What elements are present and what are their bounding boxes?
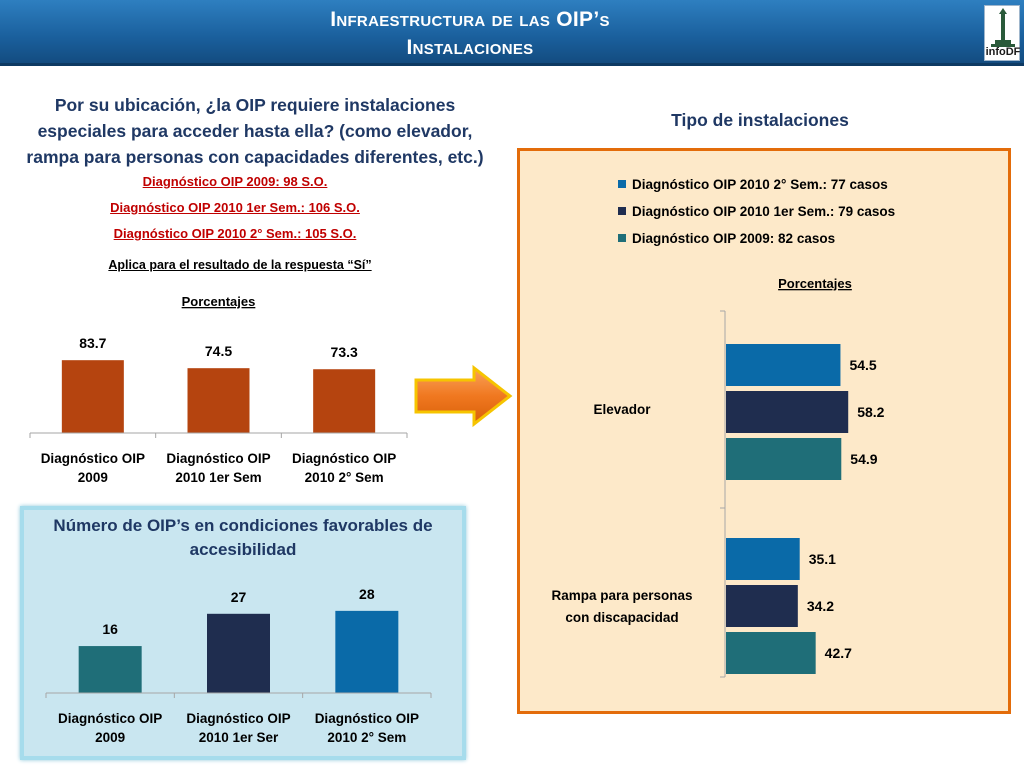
bar-value-label: 28 [359, 586, 375, 602]
chart-title: Porcentajes [182, 294, 256, 309]
bar-value-label: 54.9 [850, 451, 877, 467]
page-title-line1: Infraestructura de las OIP’s [330, 8, 610, 31]
legend-swatch [618, 180, 626, 188]
bar-value-label: 58.2 [857, 404, 884, 420]
bar [726, 585, 798, 627]
bar-value-label: 27 [231, 589, 247, 605]
monument-icon [991, 8, 1015, 47]
bar [335, 610, 399, 693]
arrow-right-icon [414, 364, 513, 428]
category-label: Rampa para personas con discapacidad [551, 588, 692, 625]
accessibility-count-chart: 16 Diagnóstico OIP 2009 27 Diagnóstico OIP 20… [45, 586, 432, 745]
diagnostic-2010-2-note: Diagnóstico OIP 2010 2° Sem.: 105 S.O. [113, 226, 357, 241]
bar-value-label: 35.1 [809, 551, 836, 567]
legend-entry: Diagnóstico OIP 2009: 82 casos [632, 231, 835, 246]
bar [78, 646, 142, 693]
legend-entry: Diagnóstico OIP 2010 2° Sem.: 77 casos [632, 177, 888, 192]
applies-note: Aplica para el resultado de la respuesta… [108, 258, 372, 272]
page-title: Infraestructura de las OIP’s Instalacion… [0, 6, 940, 62]
bar-value-label: 42.7 [825, 645, 852, 661]
bar [207, 613, 270, 693]
infodf-logo: infoDF [984, 5, 1020, 61]
bar-value-label: 83.7 [79, 335, 106, 351]
category-label: Diagnóstico OIP 2010 2° Sem [315, 711, 419, 745]
category-label: Diagnóstico OIP 2009 [58, 711, 162, 745]
bar-value-label: 74.5 [205, 343, 232, 359]
question-text: Por su ubicación, ¿la OIP requiere insta… [26, 95, 484, 167]
logo-text: infoDF [985, 46, 1021, 58]
bar [313, 369, 376, 433]
bar [726, 391, 849, 433]
installation-type-chart: Diagnóstico OIP 2010 2° Sem.: 77 casos Di… [551, 177, 895, 678]
category-label: Diagnóstico OIP 2009 [41, 451, 145, 485]
page-title-line2: Instalaciones [406, 36, 534, 59]
category-label: Diagnóstico OIP 2010 2° Sem [292, 451, 396, 485]
legend-swatch [618, 234, 626, 242]
category-label: Diagnóstico OIP 2010 1er Sem [166, 451, 270, 485]
percentage-yes-chart: Porcentajes 83.7 Diagnóstico OIP 2009 74.5 Di… [29, 294, 408, 485]
bar [187, 368, 250, 433]
header-bar: Infraestructura de las OIP’s Instalacion… [0, 0, 1024, 66]
accessibility-title: Número de OIP’s en condiciones favorable… [53, 516, 433, 559]
bar-value-label: 54.5 [849, 357, 876, 373]
bar [726, 632, 816, 674]
bar-value-label: 16 [102, 621, 118, 637]
category-label: Elevador [593, 402, 651, 417]
diagnostic-2010-1-note: Diagnóstico OIP 2010 1er Sem.: 106 S.O. [110, 200, 360, 215]
bar-value-label: 34.2 [807, 598, 834, 614]
bar [61, 360, 124, 433]
legend-swatch [618, 207, 626, 215]
legend-entry: Diagnóstico OIP 2010 1er Sem.: 79 casos [632, 204, 895, 219]
installation-type-title: Tipo de instalaciones [671, 110, 849, 130]
bar-value-label: 73.3 [331, 344, 358, 360]
category-label: Diagnóstico OIP 2010 1er Ser [186, 711, 290, 745]
bar [726, 438, 842, 480]
diagnostic-2009-note: Diagnóstico OIP 2009: 98 S.O. [142, 174, 328, 189]
bar [726, 344, 841, 386]
chart-title: Porcentajes [778, 276, 852, 291]
bar [726, 538, 800, 580]
